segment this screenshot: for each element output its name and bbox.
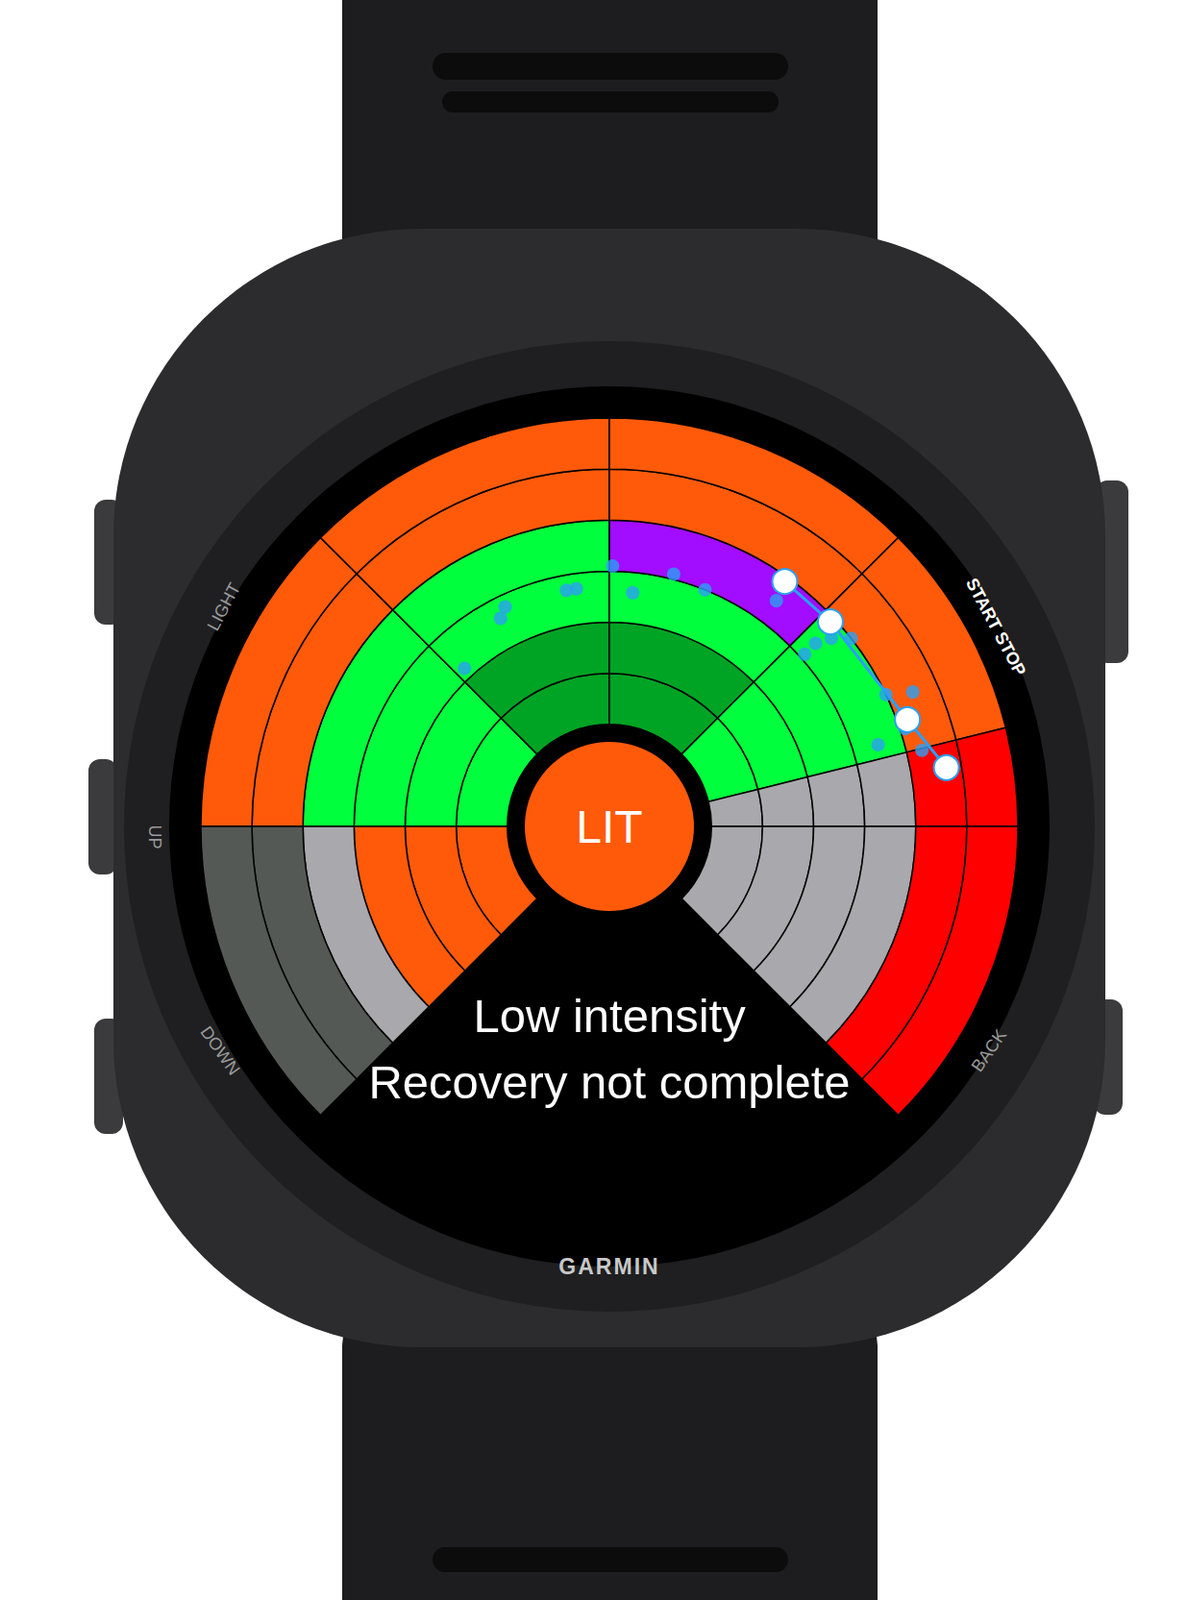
svg-text:LIT: LIT xyxy=(575,801,643,853)
svg-text:GARMIN: GARMIN xyxy=(558,1254,660,1280)
svg-text:UP: UP xyxy=(145,824,165,849)
svg-text:LIGHT: LIGHT xyxy=(203,579,246,634)
svg-text:Recovery not complete: Recovery not complete xyxy=(368,1056,850,1109)
svg-text:START STOP: START STOP xyxy=(962,574,1030,680)
svg-text:DOWN: DOWN xyxy=(196,1022,244,1079)
svg-text:BACK: BACK xyxy=(967,1025,1012,1076)
svg-text:Low intensity: Low intensity xyxy=(472,990,746,1042)
